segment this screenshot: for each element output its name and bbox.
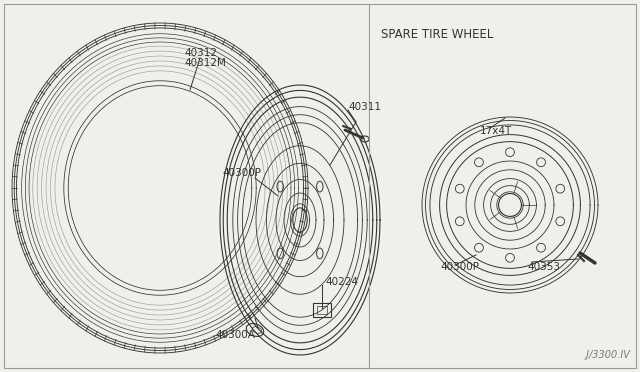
Text: 40312M: 40312M [184, 58, 226, 68]
Text: 40300P: 40300P [440, 262, 479, 272]
Text: 40311: 40311 [348, 102, 381, 112]
Text: SPARE TIRE WHEEL: SPARE TIRE WHEEL [381, 28, 493, 41]
Text: .J/3300.IV: .J/3300.IV [583, 350, 630, 360]
Text: 40300P: 40300P [222, 168, 261, 178]
Text: 40353: 40353 [527, 262, 560, 272]
Text: 40312: 40312 [184, 48, 217, 58]
Text: 17x4T: 17x4T [480, 126, 512, 136]
Text: 40300A: 40300A [215, 330, 255, 340]
Text: 40224: 40224 [325, 277, 358, 287]
